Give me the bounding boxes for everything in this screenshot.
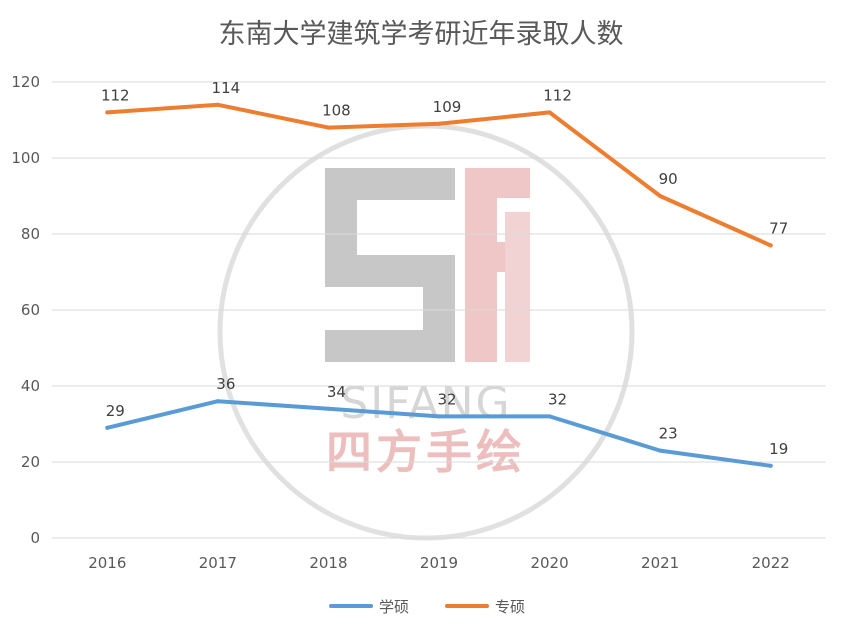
x-tick-label: 2016 bbox=[88, 554, 126, 572]
data-point bbox=[547, 414, 552, 419]
data-label: 112 bbox=[543, 86, 572, 104]
series-lines bbox=[105, 102, 773, 468]
data-label: 114 bbox=[212, 79, 241, 97]
y-tick-label: 100 bbox=[11, 149, 40, 167]
x-tick-label: 2020 bbox=[530, 554, 568, 572]
x-tick-label: 2022 bbox=[752, 554, 790, 572]
watermark-logo bbox=[325, 168, 530, 362]
y-tick-label: 80 bbox=[21, 225, 40, 243]
data-point bbox=[547, 110, 552, 115]
y-axis-ticks: 0 20 40 60 80 100 120 bbox=[11, 73, 40, 547]
data-point bbox=[105, 425, 110, 430]
legend: 学硕 专硕 bbox=[329, 598, 525, 616]
data-point bbox=[768, 463, 773, 468]
data-label: 77 bbox=[769, 219, 788, 237]
x-tick-label: 2017 bbox=[199, 554, 237, 572]
data-label: 32 bbox=[437, 390, 456, 408]
y-tick-label: 20 bbox=[21, 453, 40, 471]
data-label: 32 bbox=[548, 390, 567, 408]
chart-title: 东南大学建筑学考研近年录取人数 bbox=[218, 19, 624, 50]
data-label: 112 bbox=[101, 86, 130, 104]
legend-label: 学硕 bbox=[379, 598, 409, 616]
data-label: 109 bbox=[433, 98, 462, 116]
data-point bbox=[437, 414, 441, 419]
data-point bbox=[326, 406, 331, 411]
data-label: 34 bbox=[327, 383, 346, 401]
data-point bbox=[768, 243, 773, 248]
data-point bbox=[437, 121, 441, 126]
gridlines bbox=[52, 81, 826, 539]
data-point bbox=[658, 194, 663, 198]
data-label: 19 bbox=[769, 440, 788, 458]
y-tick-label: 0 bbox=[30, 529, 40, 547]
x-tick-label: 2018 bbox=[309, 554, 347, 572]
data-point bbox=[326, 125, 331, 130]
y-tick-label: 40 bbox=[21, 377, 40, 395]
data-label: 36 bbox=[216, 375, 235, 393]
watermark-brand-cn: 四方手绘 bbox=[326, 425, 526, 479]
x-axis-ticks: 2016 2017 2018 2019 2020 2021 2022 bbox=[88, 554, 790, 572]
data-point bbox=[215, 102, 220, 107]
data-label: 29 bbox=[106, 402, 125, 420]
x-tick-label: 2019 bbox=[420, 554, 458, 572]
data-label: 108 bbox=[322, 102, 351, 120]
data-point bbox=[105, 110, 110, 115]
data-label: 90 bbox=[659, 170, 678, 188]
y-tick-label: 120 bbox=[11, 73, 40, 91]
x-tick-label: 2021 bbox=[641, 554, 679, 572]
watermark: SIFANG 四方手绘 bbox=[217, 123, 635, 541]
data-labels: 29 36 34 32 32 23 19 112 114 108 109 112 90 77 bbox=[101, 79, 788, 458]
data-point bbox=[658, 448, 663, 453]
data-label: 23 bbox=[659, 425, 678, 443]
legend-label: 专硕 bbox=[495, 598, 525, 616]
data-point bbox=[215, 399, 220, 404]
y-tick-label: 60 bbox=[21, 301, 40, 319]
